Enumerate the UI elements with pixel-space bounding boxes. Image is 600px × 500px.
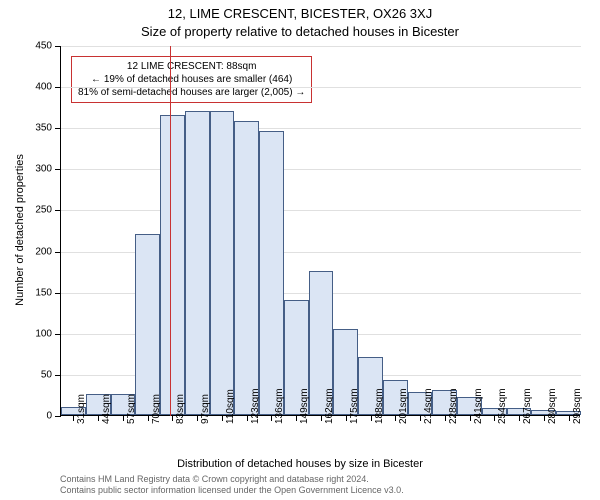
x-tick (494, 415, 495, 421)
x-tick (519, 415, 520, 421)
x-tick (98, 415, 99, 421)
chart-title-main: 12, LIME CRESCENT, BICESTER, OX26 3XJ (0, 6, 600, 21)
x-tick (271, 415, 272, 421)
y-tick (55, 334, 61, 335)
annotation-box: 12 LIME CRESCENT: 88sqm ← 19% of detache… (71, 56, 312, 103)
histogram-bar (135, 234, 160, 415)
grid-line (61, 169, 581, 170)
y-tick (55, 416, 61, 417)
x-tick (296, 415, 297, 421)
grid-line (61, 128, 581, 129)
annotation-line2: ← 19% of detached houses are smaller (46… (78, 73, 305, 86)
x-tick-label: 254sqm (497, 388, 508, 424)
y-tick-label: 100 (12, 328, 52, 339)
histogram-bar (185, 111, 210, 415)
histogram-bar (234, 121, 259, 415)
x-tick-label: 241sqm (473, 388, 484, 424)
histogram-bar (259, 131, 284, 415)
y-tick-label: 0 (12, 411, 52, 422)
grid-line (61, 87, 581, 88)
grid-line (61, 210, 581, 211)
x-tick (123, 415, 124, 421)
y-tick (55, 46, 61, 47)
histogram-bar (210, 111, 235, 415)
x-tick (148, 415, 149, 421)
x-tick (395, 415, 396, 421)
y-tick (55, 252, 61, 253)
y-tick-label: 200 (12, 246, 52, 257)
y-axis-title: Number of detached properties (14, 154, 26, 306)
y-tick (55, 87, 61, 88)
y-tick-label: 150 (12, 287, 52, 298)
x-tick (197, 415, 198, 421)
x-axis-title: Distribution of detached houses by size … (0, 458, 600, 470)
y-tick (55, 293, 61, 294)
y-tick (55, 128, 61, 129)
y-tick-label: 250 (12, 205, 52, 216)
x-tick (544, 415, 545, 421)
chart-container: 12, LIME CRESCENT, BICESTER, OX26 3XJ Si… (0, 0, 600, 500)
footer-attribution: Contains HM Land Registry data © Crown c… (60, 474, 404, 496)
histogram-bar (160, 115, 185, 415)
annotation-line1: 12 LIME CRESCENT: 88sqm (78, 60, 305, 73)
x-tick (371, 415, 372, 421)
x-tick-label: 280sqm (547, 388, 558, 424)
x-tick-label: 267sqm (522, 388, 533, 424)
y-tick-label: 450 (12, 41, 52, 52)
y-tick (55, 375, 61, 376)
x-tick (346, 415, 347, 421)
y-tick (55, 210, 61, 211)
y-tick (55, 169, 61, 170)
y-tick-label: 400 (12, 82, 52, 93)
x-tick (420, 415, 421, 421)
y-tick-label: 50 (12, 369, 52, 380)
x-tick (247, 415, 248, 421)
x-tick (445, 415, 446, 421)
chart-plot-area: 12 LIME CRESCENT: 88sqm ← 19% of detache… (60, 46, 580, 416)
x-tick (470, 415, 471, 421)
footer-line1: Contains HM Land Registry data © Crown c… (60, 474, 404, 485)
x-tick (222, 415, 223, 421)
y-tick-label: 350 (12, 123, 52, 134)
x-tick (73, 415, 74, 421)
footer-line2: Contains public sector information licen… (60, 485, 404, 496)
y-tick-label: 300 (12, 164, 52, 175)
x-tick (172, 415, 173, 421)
chart-title-sub: Size of property relative to detached ho… (0, 24, 600, 39)
x-tick (321, 415, 322, 421)
grid-line (61, 46, 581, 47)
x-tick (569, 415, 570, 421)
x-tick-label: 293sqm (572, 388, 583, 424)
reference-line (170, 46, 171, 416)
